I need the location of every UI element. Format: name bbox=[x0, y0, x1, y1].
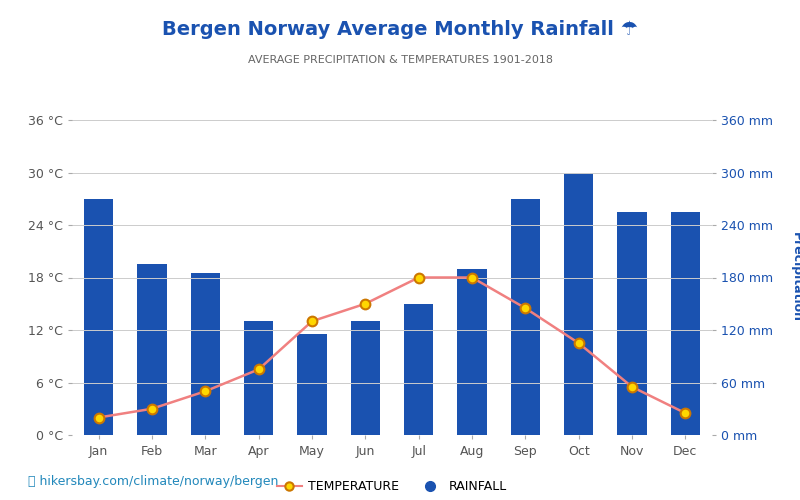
Bar bbox=[298, 334, 326, 435]
Bar bbox=[138, 264, 166, 435]
Text: 📍 hikersbay.com/climate/norway/bergen: 📍 hikersbay.com/climate/norway/bergen bbox=[28, 474, 278, 488]
Legend: TEMPERATURE, RAINFALL: TEMPERATURE, RAINFALL bbox=[272, 475, 512, 498]
Bar bbox=[84, 198, 114, 435]
Bar bbox=[510, 198, 540, 435]
Text: AVERAGE PRECIPITATION & TEMPERATURES 1901-2018: AVERAGE PRECIPITATION & TEMPERATURES 190… bbox=[247, 55, 553, 65]
Bar bbox=[458, 269, 486, 435]
Bar bbox=[404, 304, 434, 435]
Bar bbox=[190, 273, 220, 435]
Y-axis label: Precipitation: Precipitation bbox=[790, 232, 800, 322]
Bar bbox=[670, 212, 700, 435]
Text: Bergen Norway Average Monthly Rainfall ☂: Bergen Norway Average Monthly Rainfall ☂ bbox=[162, 20, 638, 39]
Bar bbox=[350, 322, 380, 435]
Bar bbox=[564, 172, 594, 435]
Bar bbox=[244, 322, 274, 435]
Bar bbox=[618, 212, 646, 435]
